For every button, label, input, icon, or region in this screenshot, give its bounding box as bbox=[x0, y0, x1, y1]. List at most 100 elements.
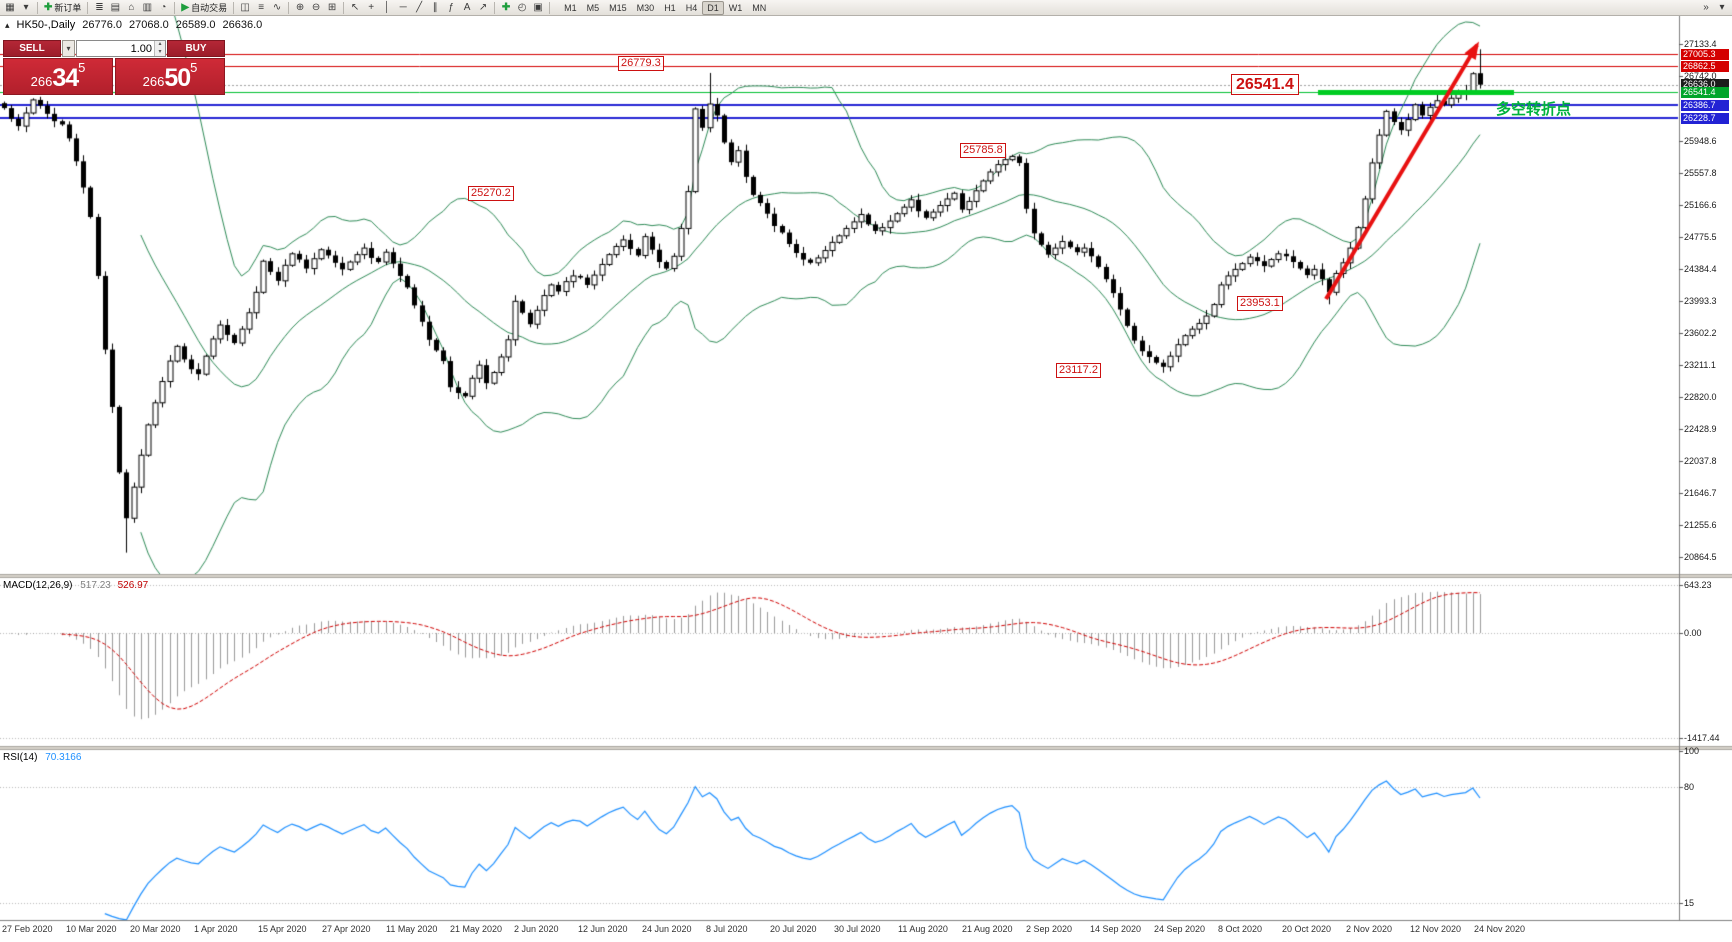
chart-canvas[interactable] bbox=[0, 16, 1732, 942]
crosshair-icon[interactable]: + bbox=[363, 1, 379, 15]
new-order-button[interactable]: ✚ 新订单 bbox=[41, 1, 84, 15]
symbol-period-label: HK50-,Daily bbox=[16, 19, 76, 31]
zoom-out-icon-glyph: ⊖ bbox=[311, 1, 321, 13]
one-click-price-row: 266 34 5 266 50 5 bbox=[3, 58, 225, 95]
arrows-tool-icon[interactable]: ↗ bbox=[475, 1, 491, 15]
sell-price-button[interactable]: 266 34 5 bbox=[3, 58, 113, 95]
date-label: 11 May 2020 bbox=[386, 924, 438, 934]
macd-scale-label: 0.00 bbox=[1684, 628, 1702, 638]
toolbar-options-icon[interactable]: ▾ bbox=[1719, 1, 1725, 13]
oneclick-toggle-icon[interactable]: ▴ bbox=[5, 19, 10, 30]
rsi-scale-label: 15 bbox=[1684, 897, 1695, 908]
date-label: 20 Mar 2020 bbox=[130, 924, 181, 934]
price-scale-label: 21646.7 bbox=[1684, 488, 1717, 499]
tile-windows-icon-glyph: ⊞ bbox=[327, 1, 337, 13]
price-scale-label: 25166.6 bbox=[1684, 199, 1717, 210]
date-label: 20 Oct 2020 bbox=[1282, 924, 1332, 934]
rsi-scale-label: 80 bbox=[1684, 781, 1695, 792]
bar-chart-icon-glyph: ≡ bbox=[258, 1, 265, 13]
autotrade-glyph: ▶ bbox=[181, 1, 190, 13]
zoom-out-icon[interactable]: ⊖ bbox=[308, 1, 324, 15]
date-label: 1 Apr 2020 bbox=[194, 924, 238, 934]
price-annotation[interactable]: 23117.2 bbox=[1056, 363, 1101, 378]
data-window-icon-glyph: ▤ bbox=[110, 1, 121, 13]
high-value: 27068.0 bbox=[128, 19, 169, 31]
vertical-line-icon[interactable]: │ bbox=[379, 1, 395, 15]
timeframe-m5[interactable]: M5 bbox=[586, 2, 600, 13]
horizontal-line-icon[interactable]: ─ bbox=[395, 1, 411, 15]
date-label: 24 Sep 2020 bbox=[1154, 924, 1206, 934]
timeframe-h1[interactable]: H1 bbox=[664, 2, 676, 13]
turning-point-note[interactable]: 多空转折点 bbox=[1496, 101, 1572, 118]
trendline-icon[interactable]: ╱ bbox=[411, 1, 427, 15]
toolbar-separator bbox=[343, 1, 345, 14]
macd-signal-value: 526.97 bbox=[117, 580, 149, 591]
scroll-right-icon[interactable]: » bbox=[1703, 1, 1709, 13]
terminal-icon[interactable]: ▥ bbox=[139, 1, 155, 15]
one-click-trading-panel: SELL ▾ ▴ ▾ BUY 266 34 5 266 50 5 bbox=[3, 40, 225, 95]
price-scale-label: 25948.6 bbox=[1684, 135, 1717, 146]
market-watch-icon[interactable]: ≣ bbox=[91, 1, 107, 15]
date-label: 24 Nov 2020 bbox=[1474, 924, 1526, 934]
chart-profiles-icon[interactable]: ▾ bbox=[18, 1, 34, 15]
price-scale-label: 26742.0 bbox=[1684, 71, 1717, 81]
date-label: 27 Apr 2020 bbox=[322, 924, 371, 934]
sell-price-sup: 5 bbox=[78, 60, 86, 75]
date-label: 27 Feb 2020 bbox=[2, 924, 53, 934]
sell-button[interactable]: SELL bbox=[3, 40, 61, 57]
line-chart-icon[interactable]: ∿ bbox=[269, 1, 285, 15]
bar-chart-icon[interactable]: ≡ bbox=[253, 1, 269, 15]
new-order-button-label: 新订单 bbox=[54, 2, 82, 13]
timeframe-d1[interactable]: D1 bbox=[702, 0, 724, 15]
buy-price-button[interactable]: 266 50 5 bbox=[115, 58, 225, 95]
price-annotation[interactable]: 23953.1 bbox=[1237, 296, 1283, 311]
toolbar-separator bbox=[87, 1, 89, 14]
autotrade-button[interactable]: ▶ 自动交易 bbox=[178, 1, 230, 15]
timeframe-m1[interactable]: M1 bbox=[564, 2, 577, 13]
zoom-in-icon[interactable]: ⊕ bbox=[292, 1, 308, 15]
navigator-icon[interactable]: ⌂ bbox=[123, 1, 139, 15]
volume-down-icon[interactable]: ▾ bbox=[155, 48, 165, 56]
price-annotation[interactable]: 26541.4 bbox=[1231, 74, 1299, 95]
strategy-tester-icon[interactable]: ◔ bbox=[155, 1, 171, 15]
periods-icon[interactable]: ◴ bbox=[514, 1, 530, 15]
timeframe-w1[interactable]: W1 bbox=[728, 2, 743, 13]
horizontal-line-icon-glyph: ─ bbox=[399, 1, 407, 13]
price-annotation[interactable]: 25270.2 bbox=[468, 186, 514, 201]
new-chart-icon-glyph: ▦ bbox=[5, 1, 15, 13]
timeframe-h4[interactable]: H4 bbox=[685, 2, 698, 13]
candle-chart-icon-glyph: ◫ bbox=[240, 1, 250, 13]
price-annotation[interactable]: 26779.3 bbox=[618, 56, 664, 71]
new-chart-icon[interactable]: ▦ bbox=[2, 1, 18, 15]
buy-button[interactable]: BUY bbox=[167, 40, 225, 57]
rsi-label: RSI(14) bbox=[3, 752, 38, 763]
text-tool-icon[interactable]: A bbox=[459, 1, 475, 15]
order-type-dropdown[interactable]: ▾ bbox=[62, 40, 75, 57]
line-chart-icon-glyph: ∿ bbox=[272, 1, 282, 13]
arrows-tool-icon-glyph: ↗ bbox=[478, 1, 488, 13]
timeframe-mn[interactable]: MN bbox=[752, 2, 767, 13]
templates-icon[interactable]: ▣ bbox=[530, 1, 546, 15]
price-scale-label: 21255.6 bbox=[1684, 520, 1717, 531]
fibonacci-icon[interactable]: ƒ bbox=[443, 1, 459, 15]
macd-main-value: 517.23 bbox=[80, 580, 111, 591]
candle-chart-icon[interactable]: ◫ bbox=[237, 1, 253, 15]
autotrade-button-label: 自动交易 bbox=[191, 2, 228, 13]
price-annotation[interactable]: 25785.8 bbox=[960, 143, 1006, 158]
timeframe-m15[interactable]: M15 bbox=[609, 2, 627, 13]
cursor-icon[interactable]: ↖ bbox=[347, 1, 363, 15]
data-window-icon[interactable]: ▤ bbox=[107, 1, 123, 15]
rsi-scale-label: 100 bbox=[1684, 746, 1700, 756]
price-tag: 26862.5 bbox=[1681, 60, 1729, 72]
channel-icon[interactable]: ∥ bbox=[427, 1, 443, 15]
tile-windows-icon[interactable]: ⊞ bbox=[324, 1, 340, 15]
indicators-icon-glyph: ✚ bbox=[501, 1, 511, 13]
timeframe-m30[interactable]: M30 bbox=[636, 2, 655, 13]
volume-input[interactable] bbox=[77, 41, 154, 56]
date-label: 20 Jul 2020 bbox=[770, 924, 817, 934]
rsi-header: RSI(14) 70.3166 bbox=[3, 752, 81, 763]
indicators-icon[interactable]: ✚ bbox=[498, 1, 514, 15]
volume-up-icon[interactable]: ▴ bbox=[155, 41, 165, 49]
date-label: 30 Jul 2020 bbox=[834, 924, 881, 934]
